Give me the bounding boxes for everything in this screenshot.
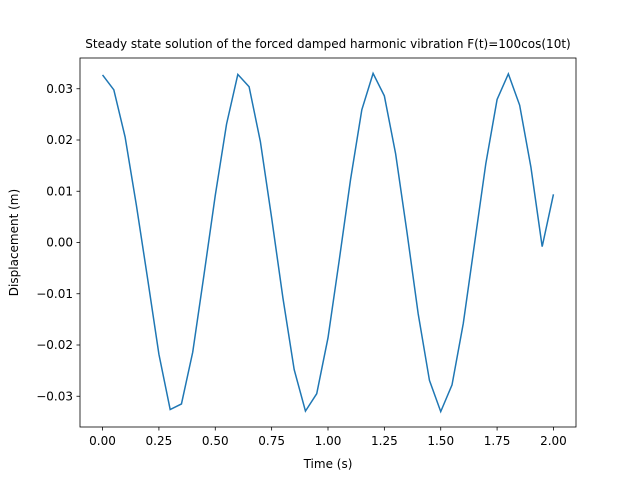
y-axis-ticks: −0.03 −0.02 −0.01 0.00 0.01 0.02 0.03 — [36, 82, 80, 403]
x-axis-ticks: 0.00 0.25 0.50 0.75 1.00 1.25 1.50 1.75 2.00 — [89, 427, 567, 448]
x-tick-label: 1.75 — [484, 434, 511, 448]
x-tick-label: 2.00 — [540, 434, 567, 448]
y-tick-label: −0.02 — [36, 338, 73, 352]
x-tick-label: 0.00 — [89, 434, 116, 448]
x-tick-label: 1.50 — [427, 434, 454, 448]
y-tick-label: 0.02 — [46, 133, 73, 147]
x-tick-label: 1.00 — [315, 434, 342, 448]
y-tick-label: 0.01 — [46, 184, 73, 198]
y-tick-label: 0.03 — [46, 82, 73, 96]
x-tick-label: 1.25 — [371, 434, 398, 448]
y-tick-label: −0.03 — [36, 389, 73, 403]
x-tick-label: 0.75 — [258, 434, 285, 448]
series-line-displacement — [101, 71, 555, 414]
x-tick-label: 0.25 — [146, 434, 173, 448]
y-axis-label: Displacement (m) — [7, 189, 21, 296]
y-tick-label: −0.01 — [36, 287, 73, 301]
x-axis-label: Time (s) — [303, 457, 353, 471]
y-tick-label: 0.00 — [46, 236, 73, 250]
x-tick-label: 0.50 — [202, 434, 229, 448]
chart-title: Steady state solution of the forced damp… — [85, 37, 570, 51]
